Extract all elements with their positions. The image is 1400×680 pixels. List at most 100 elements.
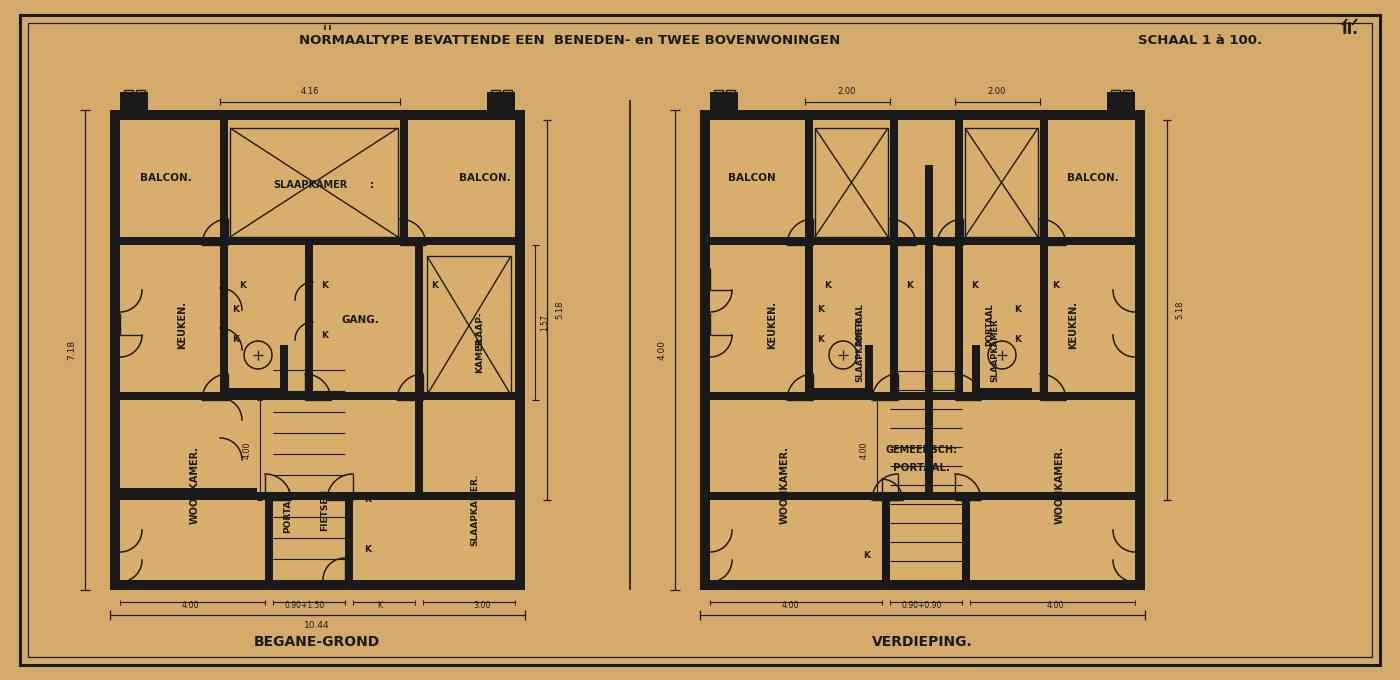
Bar: [344, 500, 353, 580]
Text: WOONKAMER.: WOONKAMER.: [780, 446, 790, 524]
Text: SLAAPKAMER.: SLAAPKAMER.: [470, 474, 479, 546]
Text: 5.18: 5.18: [556, 301, 564, 319]
Bar: [955, 120, 963, 245]
Text: K: K: [1015, 335, 1022, 345]
Text: SLAAP-: SLAAP-: [476, 311, 484, 348]
Bar: [700, 580, 1145, 590]
Text: BALCON.: BALCON.: [1067, 173, 1119, 183]
Text: K: K: [972, 280, 979, 290]
Bar: [120, 108, 148, 120]
Bar: [280, 345, 288, 400]
Bar: [727, 90, 735, 104]
Bar: [1135, 110, 1145, 590]
Text: WOONKAMER.: WOONKAMER.: [190, 446, 200, 524]
Bar: [305, 245, 314, 400]
Bar: [111, 110, 525, 120]
Bar: [1107, 108, 1135, 120]
Text: K: K: [322, 330, 329, 339]
Text: PORTAAL: PORTAAL: [283, 487, 293, 533]
Bar: [414, 245, 423, 400]
Text: 4.00: 4.00: [1046, 602, 1064, 611]
Text: 4.00: 4.00: [781, 602, 799, 611]
Bar: [925, 165, 932, 245]
Bar: [136, 90, 146, 104]
Bar: [805, 120, 813, 245]
Text: KEUKEN.: KEUKEN.: [767, 301, 777, 349]
Bar: [120, 92, 148, 110]
Text: VERDIEPING.: VERDIEPING.: [872, 635, 973, 649]
Bar: [487, 92, 515, 110]
Text: 4.16: 4.16: [301, 88, 319, 97]
Text: K: K: [1015, 305, 1022, 314]
Text: BALCON: BALCON: [728, 173, 776, 183]
Text: PORTAAL.: PORTAAL.: [893, 463, 951, 473]
Bar: [120, 488, 258, 492]
Bar: [1123, 90, 1133, 104]
Text: K: K: [431, 280, 438, 290]
Text: K: K: [907, 280, 913, 290]
Bar: [700, 110, 1145, 120]
Bar: [503, 90, 512, 104]
Text: 4.00: 4.00: [181, 602, 199, 611]
Bar: [890, 120, 897, 245]
Bar: [865, 345, 874, 400]
Bar: [515, 110, 525, 590]
Text: 4.00: 4.00: [860, 441, 868, 459]
Text: 0.90+0.90: 0.90+0.90: [902, 602, 942, 611]
Bar: [710, 237, 1135, 245]
Text: K: K: [232, 305, 239, 314]
Text: K: K: [818, 335, 825, 345]
Text: K: K: [232, 335, 239, 345]
Text: SLAAPKAMER: SLAAPKAMER: [991, 318, 1000, 381]
Bar: [980, 388, 1032, 392]
Bar: [111, 110, 120, 590]
Text: K: K: [364, 545, 371, 554]
Text: II.: II.: [1341, 22, 1358, 37]
Bar: [491, 90, 500, 104]
Text: K: K: [378, 602, 382, 611]
Bar: [962, 500, 970, 580]
Bar: [955, 245, 963, 400]
Text: 7.18: 7.18: [67, 340, 77, 360]
Text: 10.44: 10.44: [304, 620, 330, 630]
Text: 2.00: 2.00: [837, 88, 857, 97]
Bar: [710, 492, 1135, 500]
Bar: [220, 245, 228, 400]
Text: 5.18: 5.18: [1176, 301, 1184, 319]
Text: 4.00: 4.00: [242, 441, 252, 459]
Text: K: K: [239, 280, 246, 290]
Bar: [120, 492, 515, 500]
Text: K: K: [818, 305, 825, 314]
Text: 4.00: 4.00: [658, 340, 666, 360]
Bar: [125, 90, 133, 104]
Bar: [710, 108, 738, 120]
Bar: [1107, 92, 1135, 110]
Bar: [805, 245, 813, 400]
Text: 0.90+1.50: 0.90+1.50: [284, 602, 325, 611]
Text: WOONKAMER.: WOONKAMER.: [1056, 446, 1065, 524]
Text: SLAAPKAMER: SLAAPKAMER: [855, 318, 865, 381]
Text: SLAAPKAMER: SLAAPKAMER: [273, 180, 347, 190]
Bar: [111, 580, 525, 590]
Bar: [487, 108, 515, 120]
Bar: [700, 110, 1145, 590]
Bar: [400, 120, 407, 245]
Bar: [265, 500, 273, 580]
Bar: [925, 245, 932, 400]
Text: GEMEENSCH:: GEMEENSCH:: [886, 445, 958, 455]
Bar: [1040, 245, 1049, 400]
Text: BALCON.: BALCON.: [459, 173, 511, 183]
Bar: [972, 345, 980, 400]
Text: 3.00: 3.00: [473, 602, 491, 611]
Bar: [890, 245, 897, 400]
Text: FIETSEN: FIETSEN: [321, 489, 329, 531]
Text: GANG.: GANG.: [342, 315, 379, 325]
Text: 2.00: 2.00: [988, 88, 1007, 97]
Text: 1.57: 1.57: [540, 315, 549, 331]
Bar: [228, 388, 280, 392]
Bar: [220, 120, 228, 245]
Text: BEGANE-GROND: BEGANE-GROND: [253, 635, 381, 649]
Text: K: K: [364, 496, 371, 505]
Text: KEUKEN.: KEUKEN.: [1068, 301, 1078, 349]
Bar: [111, 110, 525, 590]
